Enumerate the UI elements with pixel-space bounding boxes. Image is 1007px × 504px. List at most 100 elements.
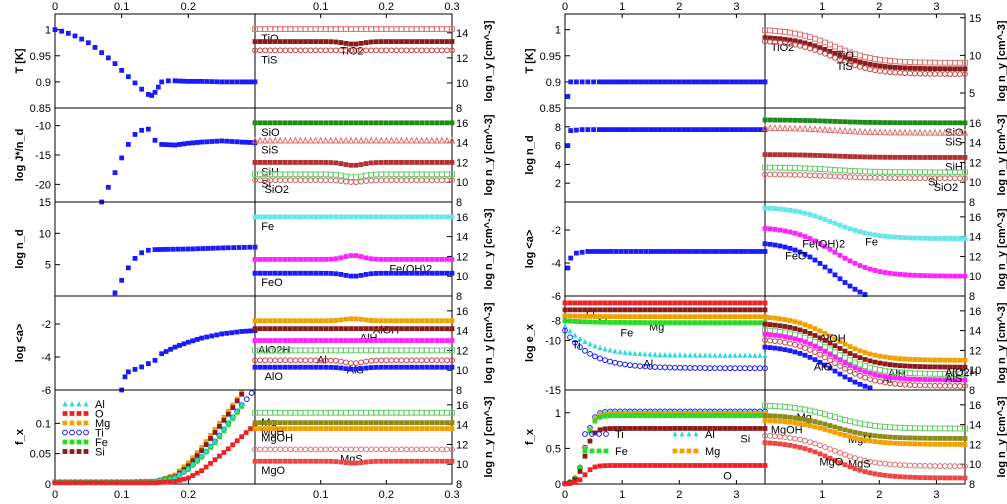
data-point <box>812 338 818 345</box>
data-point <box>917 435 923 441</box>
data-point <box>917 235 923 241</box>
data-point <box>922 382 928 389</box>
data-point <box>313 256 319 262</box>
data-point <box>762 426 768 431</box>
data-point <box>168 142 173 148</box>
y-tick-label: -2 <box>41 319 51 331</box>
data-point <box>947 120 953 126</box>
data-point <box>742 307 748 313</box>
data-point <box>867 432 873 438</box>
data-point <box>597 319 603 325</box>
data-point <box>862 383 868 389</box>
data-point <box>212 457 218 463</box>
data-point <box>617 314 623 320</box>
data-point <box>444 409 450 416</box>
data-point <box>817 261 823 266</box>
data-point <box>79 36 85 42</box>
data-point <box>587 300 593 306</box>
data-point <box>338 255 344 261</box>
data-point <box>902 462 908 469</box>
data-point <box>807 118 813 123</box>
data-point <box>208 460 213 466</box>
y-tick-label: 14 <box>969 232 981 244</box>
data-point <box>647 351 653 357</box>
data-point <box>303 338 308 343</box>
data-point <box>567 300 573 306</box>
data-point <box>627 320 633 325</box>
data-point <box>145 247 151 253</box>
data-point <box>852 365 858 371</box>
data-point <box>181 341 187 347</box>
data-point <box>947 175 953 182</box>
data-point <box>852 260 858 266</box>
data-point <box>777 152 783 158</box>
data-point <box>353 316 359 322</box>
data-point <box>433 26 440 32</box>
data-point <box>947 436 953 441</box>
data-point <box>766 123 774 131</box>
data-point <box>252 256 258 262</box>
data-point <box>353 162 359 168</box>
data-point <box>373 347 380 354</box>
data-point <box>922 377 928 382</box>
data-point <box>190 458 196 464</box>
data-point <box>323 256 329 262</box>
data-point <box>217 453 222 459</box>
data-point <box>907 376 913 382</box>
data-point <box>388 409 395 416</box>
data-point <box>727 463 733 468</box>
data-point <box>363 420 369 426</box>
data-point <box>947 425 953 432</box>
panel-frame <box>254 389 453 485</box>
data-point <box>917 382 923 389</box>
y-tick-label: -15 <box>35 150 51 162</box>
data-point <box>368 26 375 32</box>
data-point <box>413 136 420 144</box>
data-point <box>792 420 798 426</box>
data-point <box>388 47 395 54</box>
data-point <box>777 36 783 42</box>
data-point <box>272 256 278 262</box>
data-point <box>747 307 753 313</box>
data-point <box>592 430 598 436</box>
data-point <box>937 382 943 389</box>
data-point <box>652 463 658 468</box>
legend-marker <box>69 411 75 416</box>
data-point <box>622 314 628 320</box>
data-point <box>747 352 753 358</box>
data-point <box>282 177 289 184</box>
data-point <box>266 136 274 144</box>
data-point <box>837 222 843 228</box>
data-point <box>230 402 236 408</box>
data-point <box>157 480 163 485</box>
data-point <box>806 124 814 132</box>
data-point <box>577 477 583 483</box>
data-point <box>962 175 968 182</box>
data-point <box>862 292 868 297</box>
data-point <box>338 426 344 431</box>
data-point <box>952 377 958 383</box>
data-point <box>302 177 309 184</box>
data-point <box>591 79 596 85</box>
y-axis-label: log J*/n_d <box>14 129 26 182</box>
data-point <box>394 270 399 276</box>
data-point <box>449 47 455 54</box>
series-label: AlO <box>814 362 833 374</box>
data-point <box>348 316 354 322</box>
data-point <box>877 174 883 181</box>
legend-marker <box>596 431 602 437</box>
data-point <box>307 446 314 453</box>
data-point <box>214 332 220 338</box>
data-point <box>383 177 390 184</box>
data-point <box>313 318 319 324</box>
data-point <box>414 214 420 220</box>
data-point <box>221 414 227 420</box>
data-point <box>812 349 818 356</box>
data-point <box>383 426 389 431</box>
data-point <box>322 171 329 178</box>
data-point <box>952 120 958 126</box>
data-point <box>887 120 893 126</box>
data-point <box>403 347 410 354</box>
data-point <box>952 155 958 160</box>
